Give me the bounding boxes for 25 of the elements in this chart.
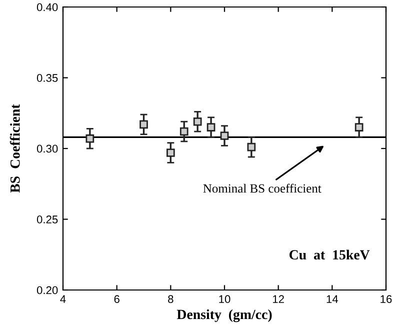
x-tick-label: 6 [114,295,120,304]
point [166,148,175,157]
y-tick-label: 0.20 [36,286,58,294]
point [247,142,256,152]
y-tick-label: 0.25 [36,216,58,224]
point [354,123,364,132]
point [140,120,148,129]
annotation: Cu at 15keV [290,250,370,260]
x-tick-label: 14 [326,295,338,303]
point [220,132,229,140]
x-tick-label: 8 [168,295,174,304]
point [193,117,202,126]
y-tick-label: 0.40 [36,3,58,12]
y-tick-label: 0.30 [36,144,58,153]
point [86,134,94,143]
ref-line-label: Nominal BS coefficient [203,184,322,193]
x-tick-label: 16 [380,295,392,304]
x-axis-title: Density (gm/cc) [176,309,272,322]
point [180,127,188,136]
point [206,123,216,132]
y-axis-title: BS Coefficient [10,104,20,193]
x-tick-label: 12 [273,295,284,303]
x-tick-label: 10 [219,295,230,304]
y-tick-label: 0.35 [36,74,58,82]
x-tick-label: 4 [60,295,66,303]
